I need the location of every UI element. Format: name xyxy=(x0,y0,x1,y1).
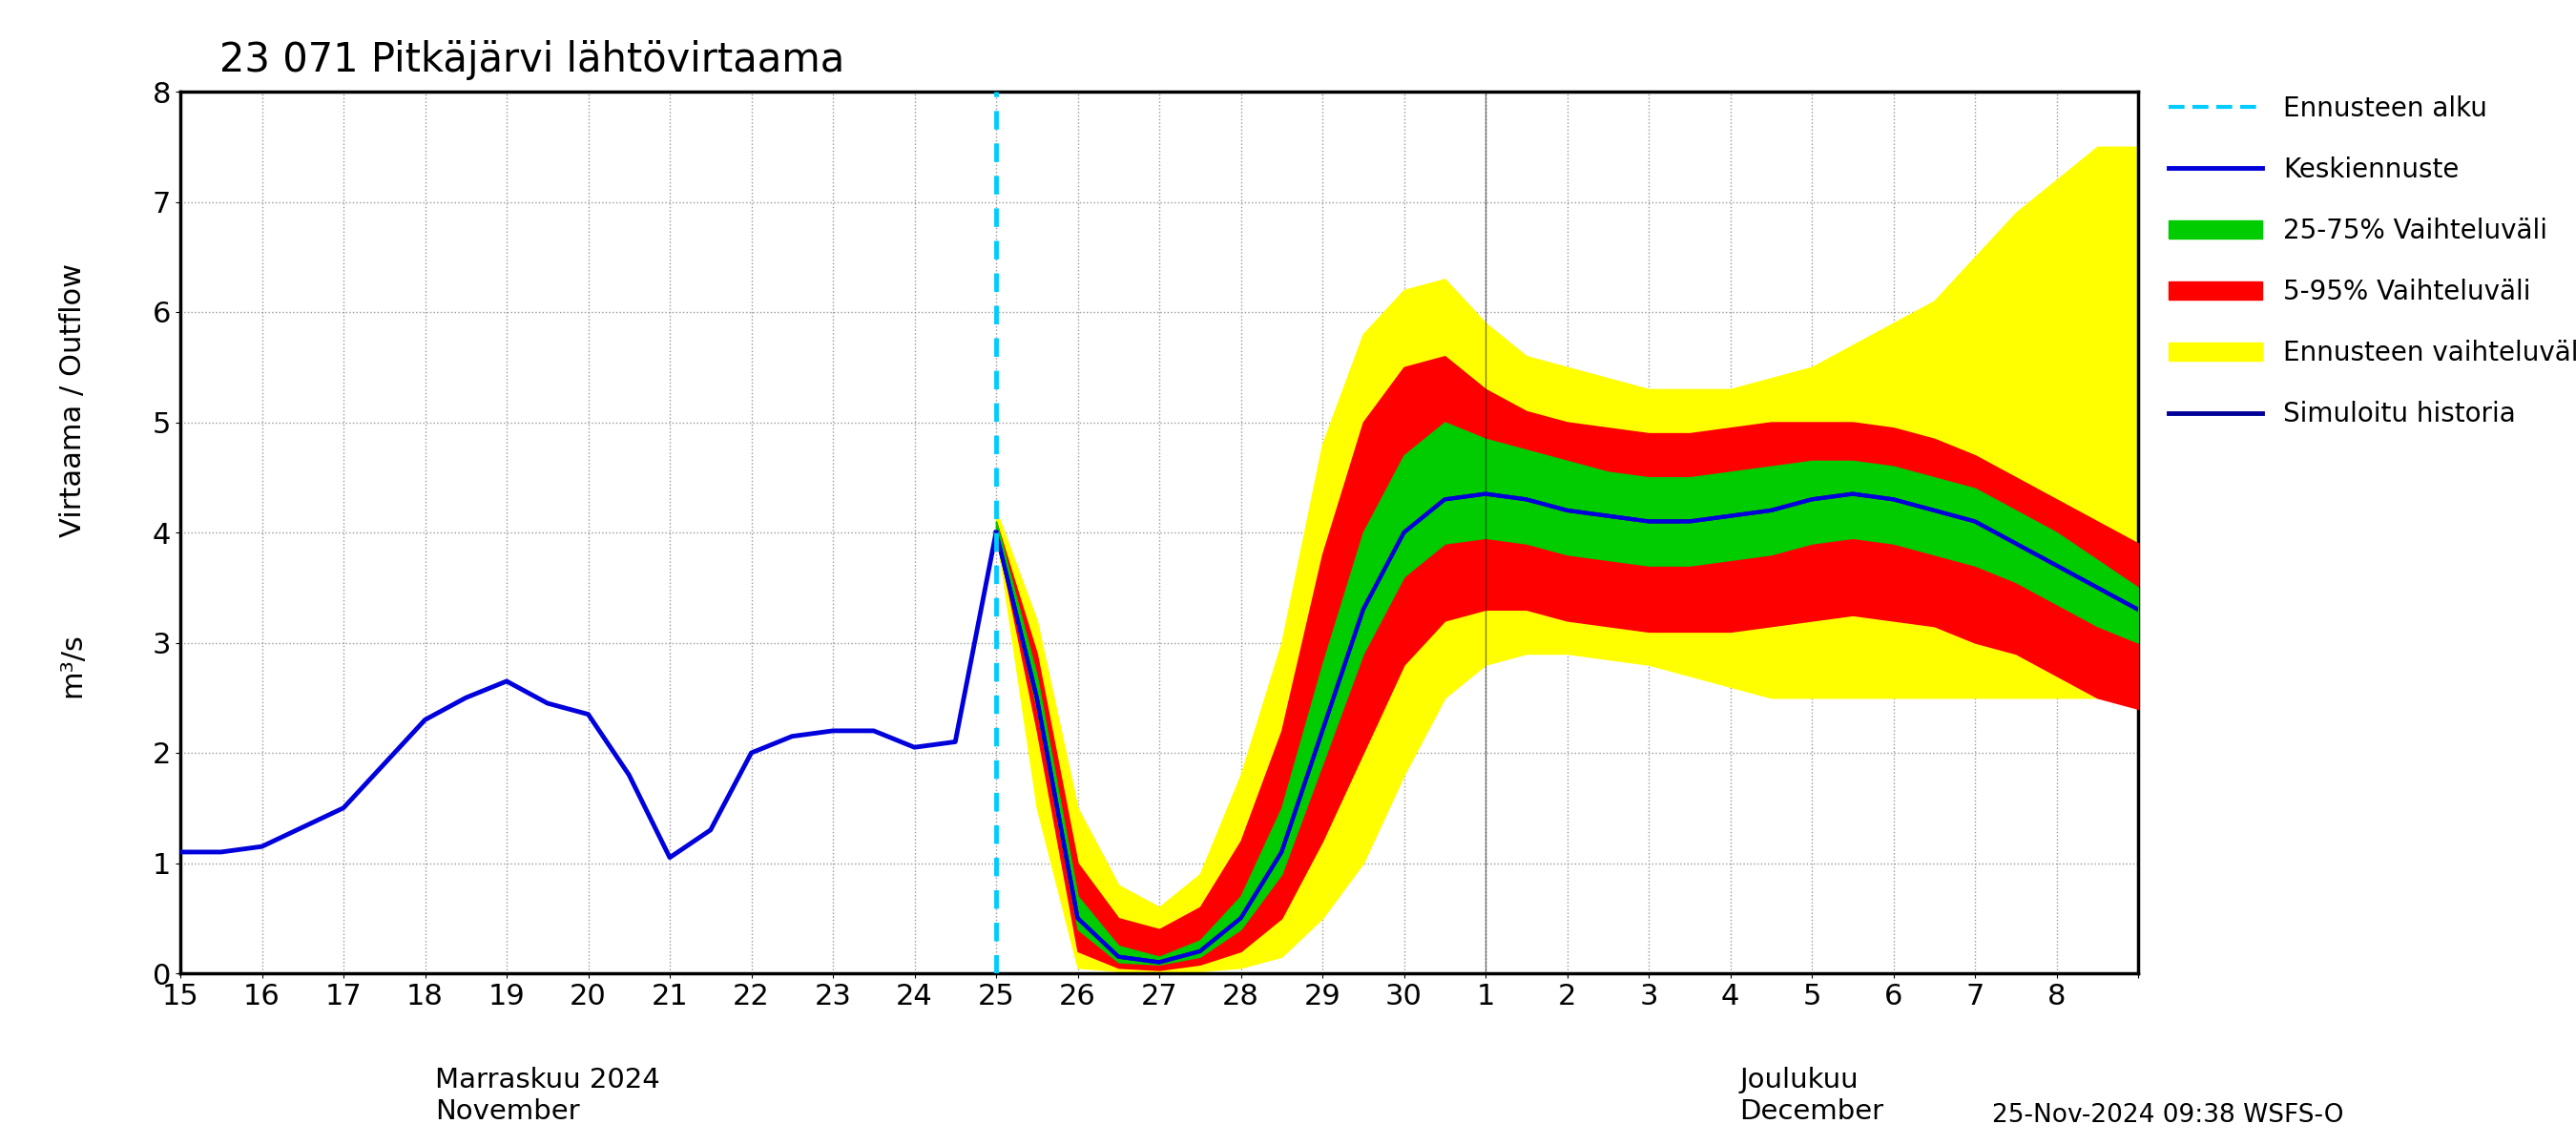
Text: Joulukuu
December: Joulukuu December xyxy=(1739,1067,1883,1124)
Text: Virtaama / Outflow: Virtaama / Outflow xyxy=(59,263,88,537)
Legend: Ennusteen alku, Keskiennuste, 25-75% Vaihteluväli, 5-95% Vaihteluväli, Ennusteen: Ennusteen alku, Keskiennuste, 25-75% Vai… xyxy=(2161,87,2576,436)
Text: 25-Nov-2024 09:38 WSFS-O: 25-Nov-2024 09:38 WSFS-O xyxy=(1994,1103,2344,1128)
Text: 23 071 Pitkäjärvi lähtövirtaama: 23 071 Pitkäjärvi lähtövirtaama xyxy=(219,40,845,80)
Text: m³/s: m³/s xyxy=(59,632,88,697)
Text: Marraskuu 2024
November: Marraskuu 2024 November xyxy=(435,1067,659,1124)
